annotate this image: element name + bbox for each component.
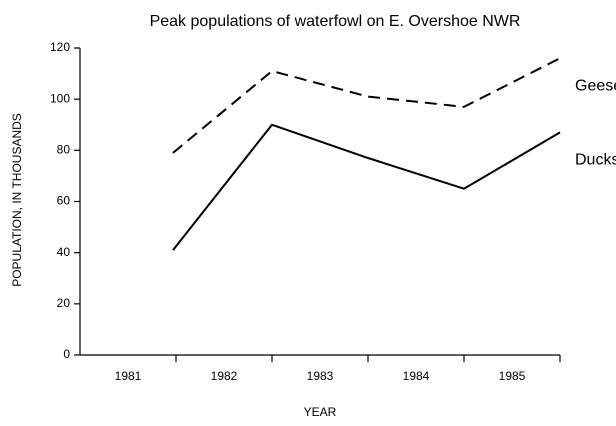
x-tick-label: 1984 (403, 369, 430, 383)
y-tick-label: 20 (57, 296, 71, 310)
y-tick-label: 80 (57, 143, 71, 157)
x-tick-label: 1983 (307, 369, 334, 383)
x-tick-label: 1981 (115, 369, 142, 383)
x-tick-label: 1982 (211, 369, 238, 383)
series-line (172, 123, 561, 251)
series-label: Ducks (575, 152, 616, 169)
y-tick-label: 0 (63, 347, 70, 361)
x-tick-label: 1985 (499, 369, 526, 383)
y-tick-label: 100 (50, 91, 70, 105)
y-tick-label: 120 (50, 40, 70, 54)
series-label: Geese (575, 77, 616, 94)
y-tick-label: 40 (57, 245, 71, 259)
chart-title: Peak populations of waterfowl on E. Over… (150, 13, 521, 30)
y-tick-label: 60 (57, 194, 71, 208)
x-axis-label: YEAR (304, 405, 337, 419)
series-line (172, 57, 561, 154)
y-axis-label: POPULATION, IN THOUSANDS (10, 113, 24, 287)
